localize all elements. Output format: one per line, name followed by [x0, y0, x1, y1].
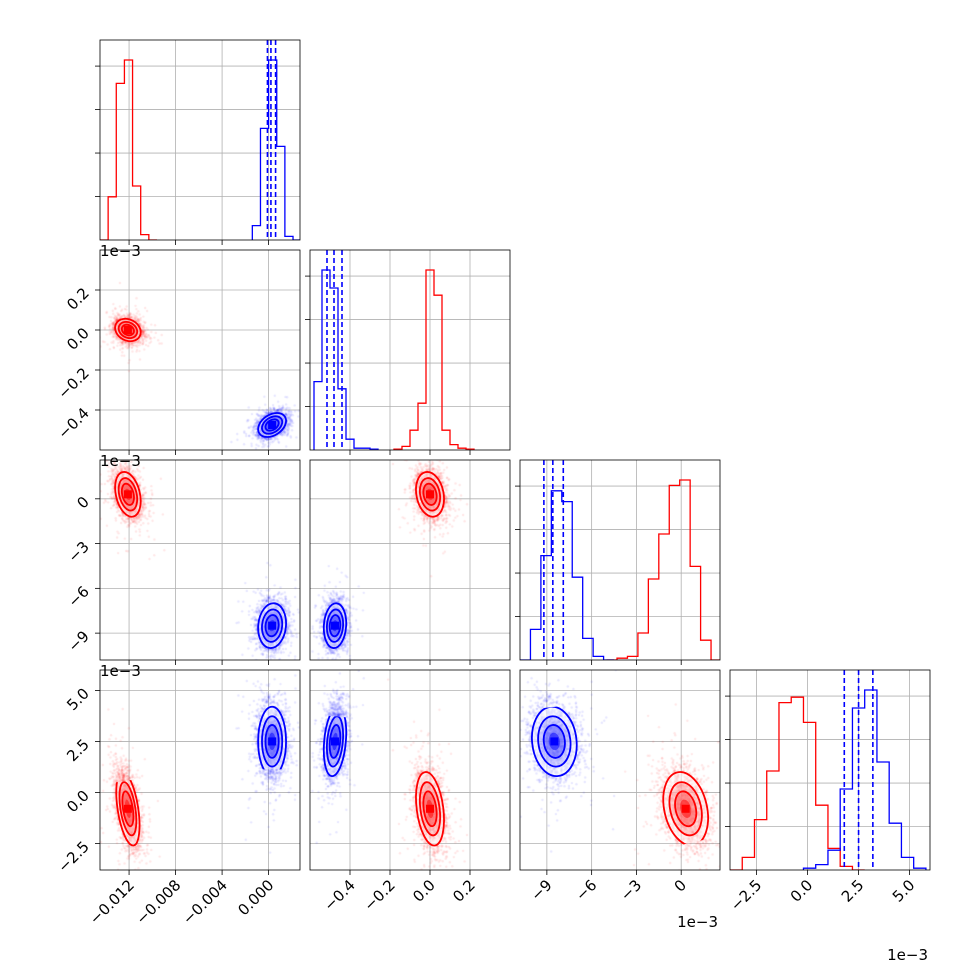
y-tick-label: −3 [64, 538, 92, 566]
y-tick-label: −0.4 [54, 404, 92, 442]
axes-frame [519, 459, 721, 661]
x-tick-label: −9 [527, 876, 555, 904]
x-tick-label: −0.008 [132, 876, 184, 928]
histogram-series-0 [393, 269, 475, 450]
x-offset-label: 1e−3 [677, 913, 718, 931]
axes-frame [309, 669, 511, 871]
density-peak [426, 804, 434, 813]
y-tick-label: −0.2 [54, 364, 92, 402]
axes-frame [309, 459, 511, 661]
density-peak [331, 621, 339, 630]
x-tick-label: 0.2 [449, 876, 479, 906]
x-tick-label: −0.2 [360, 876, 398, 914]
y-offset-label: 1e−3 [100, 242, 141, 260]
x-tick-label: 0 [671, 876, 690, 895]
axes-frame [309, 249, 511, 451]
density-peak [268, 421, 277, 429]
density-peak [123, 490, 132, 499]
y-offset-label: 1e−3 [100, 452, 141, 470]
histogram-series-1 [313, 269, 379, 450]
x-tick-label: −6 [572, 876, 600, 904]
x-tick-label: 2.5 [838, 876, 868, 906]
y-tick-label: 5.0 [63, 685, 93, 715]
y-tick-label: 0.0 [63, 787, 93, 817]
axes-frame [729, 669, 931, 871]
scatter-panel-3-0 [99, 669, 301, 871]
x-tick-label: 5.0 [889, 876, 919, 906]
y-tick-label: 2.5 [63, 736, 93, 766]
density-peak [123, 804, 132, 813]
histogram-series-1 [802, 689, 927, 870]
histogram-panel-1 [305, 249, 511, 451]
density-peak [268, 737, 277, 746]
histogram-series-0 [730, 696, 865, 870]
density-peak [426, 490, 434, 499]
density-peak [681, 804, 690, 813]
y-tick-label: −6 [64, 582, 92, 610]
density-peak [331, 737, 339, 746]
x-tick-label: 0.0 [409, 876, 439, 906]
histogram-series-0 [606, 479, 720, 660]
density-peak [123, 326, 132, 334]
scatter-points [310, 670, 510, 870]
y-offset-label: 1e−3 [100, 662, 141, 680]
x-tick-label: −0.004 [179, 876, 231, 928]
axes-frame [99, 459, 301, 661]
scatter-panel-2-1 [309, 459, 511, 661]
histogram-series-1 [251, 59, 300, 240]
density-peak [268, 621, 277, 630]
axes-frame [519, 669, 721, 871]
x-tick-label: −2.5 [727, 876, 765, 914]
axes-frame [99, 669, 301, 871]
density-peak [550, 737, 559, 746]
y-tick-label: −9 [64, 627, 92, 655]
y-tick-label: −2.5 [54, 838, 92, 876]
histogram-panel-3 [725, 669, 931, 871]
histogram-panel-2 [515, 459, 721, 661]
scatter-panel-3-1 [309, 669, 511, 871]
x-tick-label: 0.000 [234, 876, 277, 919]
scatter-panel-1-0 [99, 249, 301, 451]
scatter-panel-3-2 [519, 669, 721, 871]
axes-frame [99, 39, 301, 241]
histogram-series-0 [100, 59, 157, 240]
x-tick-label: −3 [617, 876, 645, 904]
x-tick-label: 0.0 [787, 876, 817, 906]
y-tick-label: 0.0 [63, 324, 93, 354]
axes-frame [99, 249, 301, 451]
scatter-panel-2-0 [99, 459, 301, 661]
histogram-series-1 [520, 490, 615, 660]
y-tick-label: 0 [73, 493, 92, 512]
x-offset-label: 1e−3 [887, 946, 928, 964]
y-tick-label: 0.2 [63, 284, 93, 314]
x-tick-label: −0.012 [86, 876, 138, 928]
x-tick-label: −0.4 [320, 876, 358, 914]
histogram-panel-0 [95, 39, 301, 241]
